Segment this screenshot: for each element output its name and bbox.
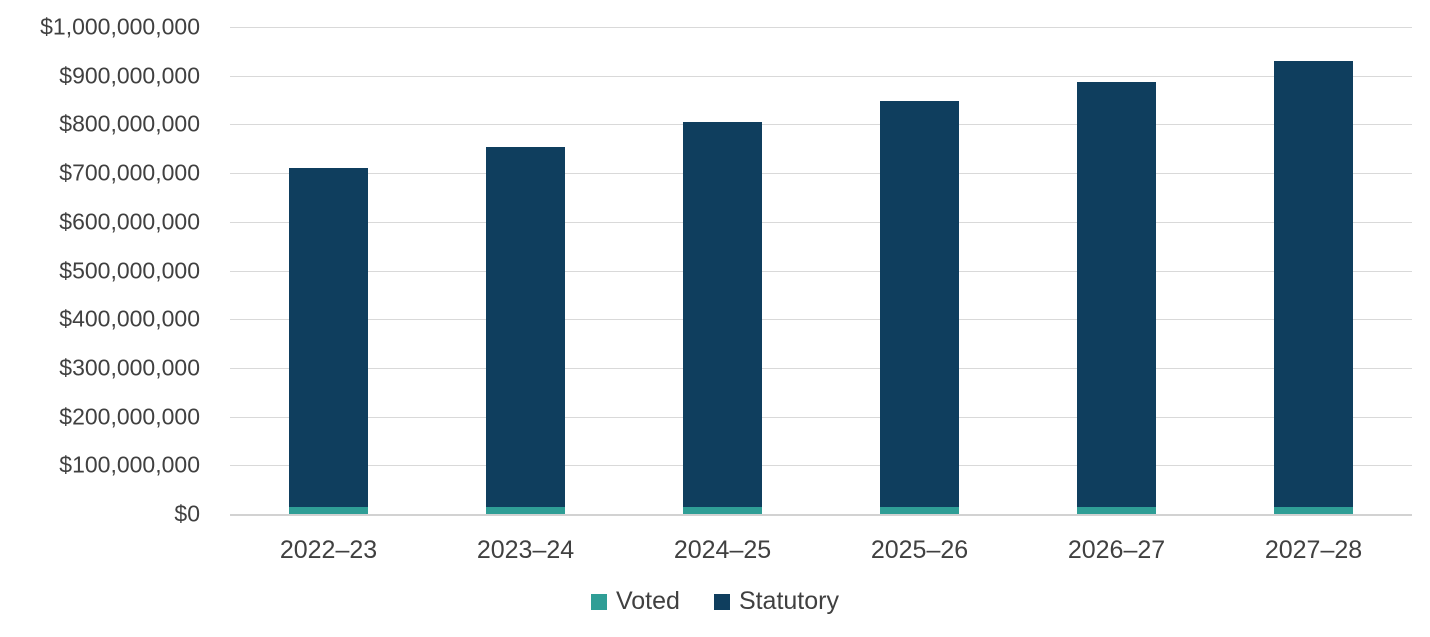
gridline (230, 465, 1412, 467)
bar-segment-voted (1274, 506, 1353, 514)
x-tick-label: 2022–23 (279, 536, 378, 564)
bar-segment-statutory (683, 121, 762, 507)
gridline (230, 319, 1412, 321)
y-tick-label: $0 (174, 500, 200, 527)
bar-segment-statutory (486, 146, 565, 507)
legend-label: Voted (615, 587, 680, 615)
y-tick-label: $200,000,000 (59, 403, 200, 430)
legend: Voted Statutory (0, 587, 1430, 616)
bar-group-2025–26 (880, 27, 959, 514)
y-tick-label: $1,000,000,000 (40, 13, 200, 40)
y-tick-label: $500,000,000 (59, 257, 200, 283)
x-tick-label: 2024–25 (673, 536, 772, 564)
bar-segment-statutory (1274, 60, 1353, 507)
gridline (230, 75, 1412, 77)
y-tick-label: $900,000,000 (59, 62, 200, 89)
gridline (230, 124, 1412, 126)
x-tick-label: 2023–24 (476, 536, 575, 564)
bar-group-2027–28 (1274, 27, 1353, 514)
y-tick-label: $800,000,000 (59, 110, 200, 137)
legend-label: Statutory (738, 587, 839, 615)
bar-group-2023–24 (486, 27, 565, 514)
gridline (230, 173, 1412, 175)
bar-segment-voted (683, 506, 762, 514)
y-tick-label: $100,000,000 (59, 451, 200, 478)
bar-group-2024–25 (683, 27, 762, 514)
gridline (230, 514, 1412, 516)
bar-group-2022–23 (289, 27, 368, 514)
bar-segment-statutory (880, 101, 959, 507)
gridline (230, 270, 1412, 272)
gridline (230, 27, 1412, 28)
bar-segment-statutory (1077, 82, 1156, 507)
y-tick-label: $400,000,000 (59, 305, 200, 332)
gridline (230, 221, 1412, 223)
bar-segment-voted (289, 506, 368, 514)
gridline (230, 416, 1412, 418)
bar-group-2026–27 (1077, 27, 1156, 514)
bar-segment-voted (486, 506, 565, 514)
y-tick-label: $700,000,000 (59, 159, 200, 186)
gridline (230, 367, 1412, 369)
y-tick-label: $300,000,000 (59, 354, 200, 381)
legend-item-statutory: Statutory (713, 587, 839, 616)
legend-swatch-icon (590, 593, 607, 610)
y-tick-label: $600,000,000 (59, 208, 200, 235)
x-tick-label: 2025–26 (870, 536, 969, 564)
legend-item-voted: Voted (590, 587, 680, 616)
bar-segment-voted (1077, 506, 1156, 514)
x-tick-label: 2027–28 (1264, 536, 1363, 564)
legend-swatch-icon (713, 593, 730, 610)
x-tick-label: 2026–27 (1067, 536, 1166, 564)
bar-segment-voted (880, 506, 959, 514)
bar-segment-statutory (289, 168, 368, 507)
